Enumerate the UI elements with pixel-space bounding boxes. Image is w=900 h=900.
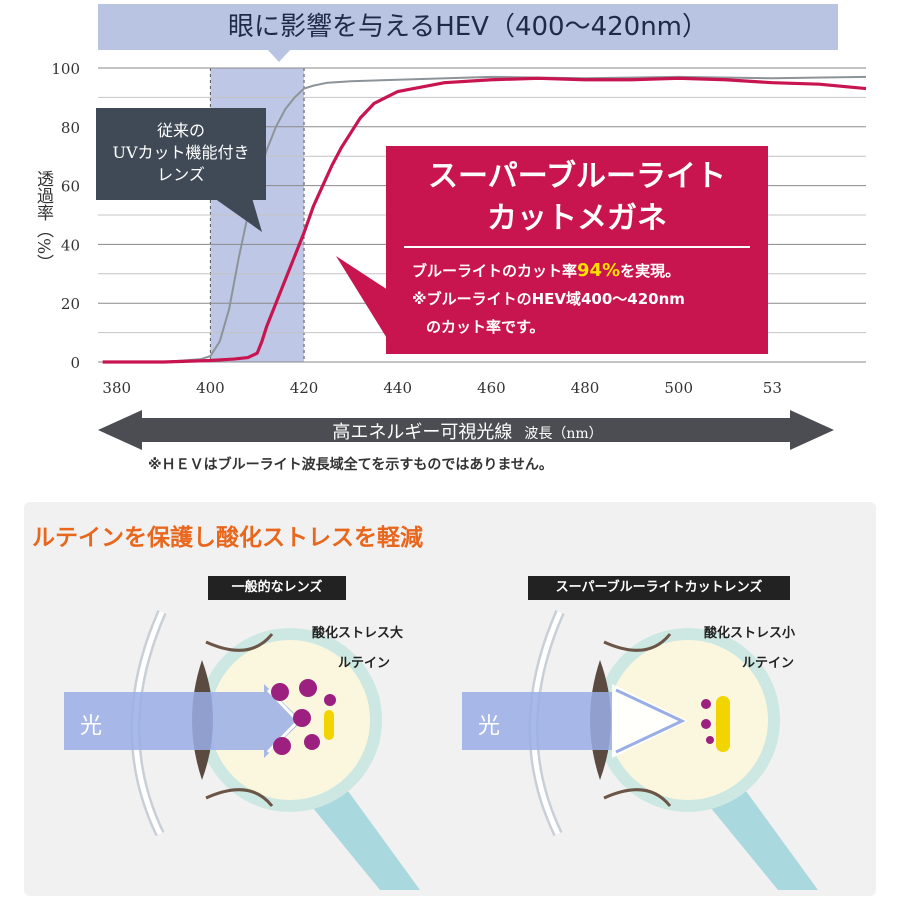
y-axis-label: 透過率（%） xyxy=(33,170,53,272)
cut-rate-text: ブルーライトのカット率 xyxy=(412,262,578,280)
light-beam xyxy=(64,692,264,750)
light-beam-edge xyxy=(615,688,686,754)
product-title: スーパーブルーライト カットメガネ xyxy=(386,156,768,240)
lutein-title: ルテインを保護し酸化ストレスを軽減 xyxy=(32,525,423,551)
x-tick-label: 420 xyxy=(290,379,319,397)
product-callout-pointer xyxy=(336,256,388,340)
product-title-line: カットメガネ xyxy=(487,201,667,236)
optic-nerve xyxy=(688,780,818,890)
hev-label: 高エネルギー可視光線 xyxy=(332,422,513,443)
eyelid-top xyxy=(205,633,274,652)
hev-note-line: ※ブルーライトのHEV域400〜420nm xyxy=(412,290,685,308)
wavelength-arrow xyxy=(98,410,834,450)
oxidative-stress-marks xyxy=(701,699,714,744)
callout-line: UVカット機能付き xyxy=(112,143,250,162)
right-eye-diagram xyxy=(462,609,818,890)
light-label-right: 光 xyxy=(478,714,501,739)
x-tick-label: 400 xyxy=(196,379,225,397)
callout-line: 従来の xyxy=(156,121,205,140)
y-tick-label: 40 xyxy=(61,236,80,254)
conventional-lens-callout: 従来の UVカット機能付き レンズ xyxy=(96,108,266,200)
oxidative-stress-marks xyxy=(271,679,336,755)
product-callout: スーパーブルーライト カットメガネ ブルーライトのカット率94%を実現。 ※ブル… xyxy=(386,146,768,354)
y-tick-label: 0 xyxy=(70,354,80,372)
y-tick-label: 100 xyxy=(51,60,80,78)
y-tick-label: 20 xyxy=(61,295,80,313)
optic-nerve xyxy=(290,780,420,890)
product-title-line: スーパーブルーライト xyxy=(428,159,726,194)
stress-label-right: 酸化ストレス小 xyxy=(704,626,796,641)
left-eye-diagram xyxy=(64,609,420,890)
hev-footnote: ※ＨＥＶはブルーライト波長域全てを示すものではありません。 xyxy=(148,457,553,473)
right-eye-title: スーパーブルーライトカットレンズ xyxy=(528,576,790,600)
light-beam xyxy=(462,692,612,750)
lutein-mark xyxy=(716,696,730,752)
cut-rate-suffix: を実現。 xyxy=(620,262,681,280)
eyelid-top xyxy=(603,633,672,652)
chart-title: 眼に影響を与えるHEV（400〜420nm） xyxy=(227,12,709,42)
x-tick-label: 380 xyxy=(102,379,131,397)
x-tick-label: 53 xyxy=(763,379,782,397)
light-label-left: 光 xyxy=(80,714,103,739)
x-tick-label: 460 xyxy=(477,379,506,397)
wavelength-unit: 波長（nm） xyxy=(524,426,603,442)
x-tick-label: 480 xyxy=(571,379,600,397)
lutein-mark xyxy=(324,710,334,740)
banner-pointer xyxy=(266,48,292,62)
y-tick-label: 80 xyxy=(61,119,80,137)
eyelid-bottom xyxy=(205,788,274,807)
y-tick-label: 60 xyxy=(61,178,80,196)
callout-line: レンズ xyxy=(157,165,205,184)
conventional-callout-pointer xyxy=(214,198,262,232)
light-beam-tip xyxy=(612,684,688,758)
title-banner xyxy=(98,4,838,50)
hev-note-line-2: のカット率です。 xyxy=(426,318,545,336)
product-lens-line xyxy=(102,76,867,364)
callout-divider xyxy=(404,246,750,248)
eyelid-bottom xyxy=(603,788,672,807)
stress-label-left: 酸化ストレス大 xyxy=(312,626,404,641)
lutein-label-right: ルテイン xyxy=(742,656,795,671)
cut-rate-value: 94% xyxy=(577,260,621,281)
left-eye-title: 一般的なレンズ xyxy=(208,576,346,600)
x-tick-label: 500 xyxy=(664,379,693,397)
cut-rate-line: ブルーライトのカット率94%を実現。 xyxy=(412,260,680,281)
light-beam-tip xyxy=(264,684,302,758)
eyeball-inner xyxy=(608,640,768,800)
wavelength-arrow-label: 高エネルギー可視光線 波長（nm） xyxy=(100,418,835,449)
x-tick-label: 440 xyxy=(383,379,412,397)
lutein-label-left: ルテイン xyxy=(338,656,391,671)
